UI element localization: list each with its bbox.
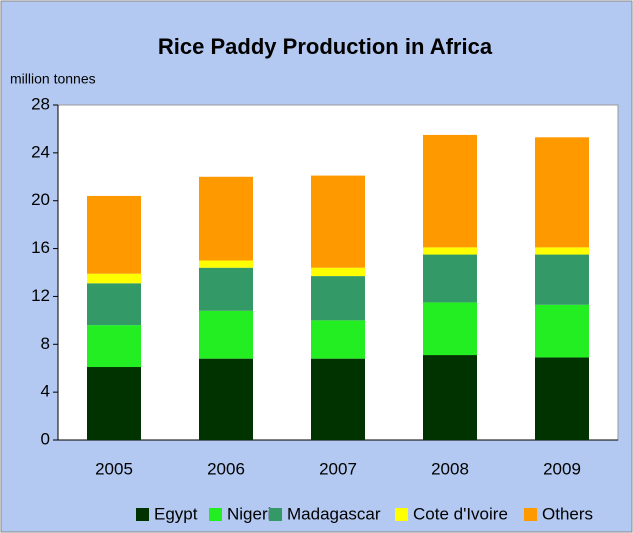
chart-title: Rice Paddy Production in Africa bbox=[158, 34, 493, 59]
bar-segment bbox=[199, 267, 253, 311]
y-tick-label: 4 bbox=[41, 382, 50, 401]
legend-swatch bbox=[524, 508, 537, 521]
bar-segment bbox=[87, 273, 141, 284]
legend-label: Egypt bbox=[154, 504, 198, 523]
y-axis-label: million tonnes bbox=[10, 71, 96, 87]
y-tick-label: 12 bbox=[31, 286, 50, 305]
bar-segment bbox=[87, 195, 141, 274]
bar-segment bbox=[311, 276, 365, 321]
x-tick-label: 2009 bbox=[543, 459, 581, 478]
y-tick-label: 24 bbox=[31, 142, 50, 161]
y-tick-label: 8 bbox=[41, 334, 50, 353]
bar-segment bbox=[423, 254, 477, 303]
legend-swatch bbox=[269, 508, 282, 521]
y-tick-label: 16 bbox=[31, 238, 50, 257]
legend-swatch bbox=[209, 508, 222, 521]
bar-segment bbox=[535, 247, 589, 255]
bar-segment bbox=[199, 260, 253, 268]
bar-segment bbox=[199, 176, 253, 261]
bar-segment bbox=[311, 358, 365, 440]
bar-segment bbox=[87, 283, 141, 326]
bar-segment bbox=[311, 175, 365, 268]
legend-label: Madagascar bbox=[287, 504, 381, 523]
bar-segment bbox=[423, 247, 477, 255]
legend-label: Nigeria bbox=[227, 504, 281, 523]
bar-segment bbox=[535, 137, 589, 248]
bar-segment bbox=[423, 355, 477, 440]
y-tick-label: 20 bbox=[31, 190, 50, 209]
bar-segment bbox=[311, 320, 365, 359]
bar-segment bbox=[87, 325, 141, 368]
bar-segment bbox=[535, 357, 589, 440]
legend-swatch bbox=[136, 508, 149, 521]
y-tick-label: 28 bbox=[31, 94, 50, 113]
x-tick-label: 2008 bbox=[431, 459, 469, 478]
bar-segment bbox=[199, 310, 253, 359]
bar-segment bbox=[199, 358, 253, 440]
bar-segment bbox=[535, 254, 589, 305]
x-tick-label: 2007 bbox=[319, 459, 357, 478]
bar-segment bbox=[311, 267, 365, 277]
y-tick-label: 0 bbox=[41, 429, 50, 448]
bar-segment bbox=[423, 302, 477, 356]
bar-segment bbox=[535, 304, 589, 358]
bar-segment bbox=[423, 134, 477, 248]
legend-label: Others bbox=[542, 504, 593, 523]
legend-label: Cote d'Ivoire bbox=[413, 504, 508, 523]
legend-swatch bbox=[395, 508, 408, 521]
bar-segment bbox=[87, 367, 141, 440]
x-tick-label: 2006 bbox=[207, 459, 245, 478]
x-tick-label: 2005 bbox=[95, 459, 133, 478]
